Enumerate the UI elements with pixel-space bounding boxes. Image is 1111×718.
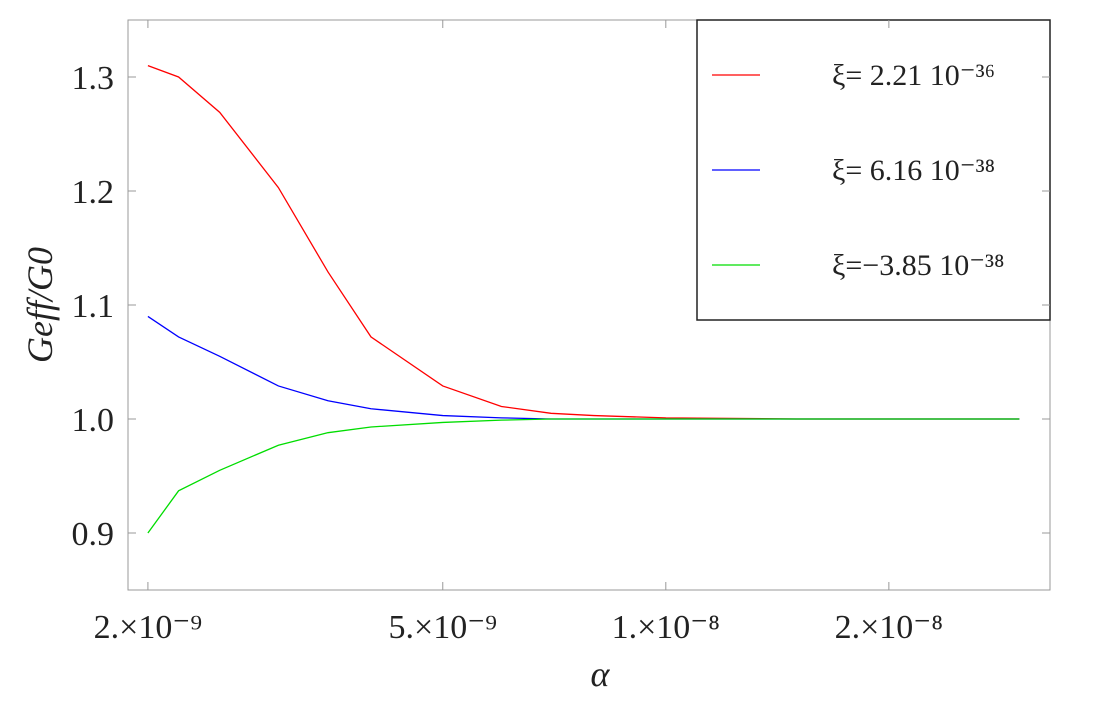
legend-label: ξ=−3.85 10⁻³⁸ bbox=[832, 249, 1005, 282]
legend-label: ξ= 6.16 10⁻³⁸ bbox=[832, 154, 995, 187]
y-tick-label: 1.2 bbox=[72, 174, 115, 211]
series-line bbox=[147, 315, 1020, 420]
y-axis-label: Geff/G0 bbox=[20, 247, 60, 363]
legend-label: ξ= 2.21 10⁻³⁶ bbox=[832, 59, 995, 92]
x-tick-label: 1.×10⁻⁸ bbox=[612, 609, 720, 646]
y-tick-label: 1.1 bbox=[72, 288, 115, 325]
x-tick-label: 5.×10⁻⁹ bbox=[389, 609, 497, 646]
x-axis-label: α bbox=[591, 654, 611, 694]
y-tick-label: 1.3 bbox=[72, 60, 115, 97]
x-tick-label: 2.×10⁻⁹ bbox=[94, 609, 202, 646]
y-tick-label: 0.9 bbox=[72, 516, 115, 553]
x-tick-label: 2.×10⁻⁸ bbox=[835, 609, 943, 646]
y-tick-label: 1.0 bbox=[72, 402, 115, 439]
series-line bbox=[147, 418, 1020, 534]
